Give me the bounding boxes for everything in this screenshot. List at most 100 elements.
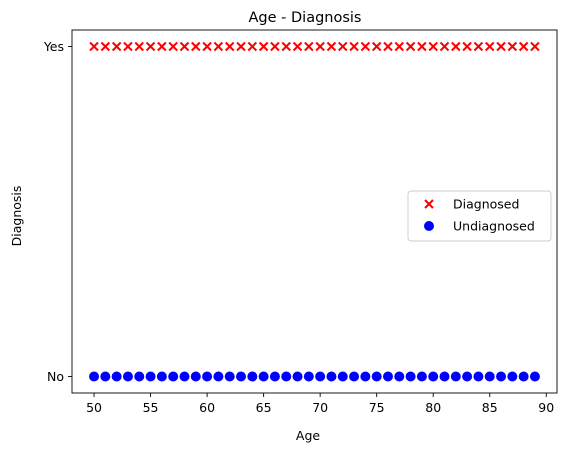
point-diagnosed-19 xyxy=(304,41,314,52)
point-diagnosed-9 xyxy=(191,41,201,52)
point-undiagnosed-22 xyxy=(337,371,348,382)
point-undiagnosed-9 xyxy=(190,371,201,382)
point-diagnosed-21 xyxy=(326,41,337,52)
point-undiagnosed-31 xyxy=(439,371,450,382)
point-undiagnosed-19 xyxy=(303,371,314,382)
point-undiagnosed-3 xyxy=(122,371,133,382)
point-diagnosed-18 xyxy=(292,41,303,52)
point-diagnosed-7 xyxy=(168,41,178,52)
point-diagnosed-32 xyxy=(451,41,461,52)
x-tick-label-55: 55 xyxy=(143,400,159,415)
point-undiagnosed-29 xyxy=(416,371,427,382)
point-diagnosed-15 xyxy=(258,41,269,52)
point-diagnosed-12 xyxy=(225,41,235,52)
point-diagnosed-27 xyxy=(394,41,404,52)
x-tick-label-90: 90 xyxy=(538,400,554,415)
legend-label-undiagnosed: Undiagnosed xyxy=(453,219,535,234)
legend-box xyxy=(407,190,552,242)
chart-title: Age - Diagnosis xyxy=(249,10,362,26)
point-diagnosed-11 xyxy=(213,41,224,52)
point-undiagnosed-5 xyxy=(145,371,156,382)
point-diagnosed-20 xyxy=(315,41,325,52)
x-tick-label-80: 80 xyxy=(425,400,441,415)
point-diagnosed-17 xyxy=(281,41,291,52)
point-undiagnosed-38 xyxy=(518,371,529,382)
point-diagnosed-31 xyxy=(439,41,450,52)
point-undiagnosed-11 xyxy=(213,371,224,382)
point-diagnosed-29 xyxy=(417,41,427,52)
y-tick-label-yes: Yes xyxy=(43,39,64,54)
plot-frame xyxy=(71,29,558,394)
point-diagnosed-5 xyxy=(145,41,156,52)
point-diagnosed-0 xyxy=(89,41,99,52)
point-diagnosed-1 xyxy=(100,41,111,52)
point-undiagnosed-12 xyxy=(224,371,235,382)
point-diagnosed-16 xyxy=(270,41,280,52)
point-diagnosed-37 xyxy=(507,41,518,52)
point-undiagnosed-6 xyxy=(156,371,167,382)
x-axis: 50 55 60 65 70 75 80 85 90 xyxy=(86,393,554,415)
point-undiagnosed-7 xyxy=(168,371,179,382)
point-undiagnosed-34 xyxy=(473,371,484,382)
x-axis-label: Age xyxy=(296,428,320,443)
point-diagnosed-33 xyxy=(462,41,472,52)
point-undiagnosed-32 xyxy=(450,371,461,382)
point-undiagnosed-13 xyxy=(236,371,247,382)
point-undiagnosed-0 xyxy=(89,371,100,382)
point-diagnosed-23 xyxy=(349,41,359,52)
point-undiagnosed-36 xyxy=(496,371,507,382)
point-undiagnosed-21 xyxy=(326,371,337,382)
point-diagnosed-34 xyxy=(473,41,484,52)
point-diagnosed-4 xyxy=(134,41,144,52)
point-undiagnosed-1 xyxy=(100,371,111,382)
point-diagnosed-6 xyxy=(157,41,167,52)
series-diagnosed xyxy=(89,41,540,52)
x-tick-label-60: 60 xyxy=(199,400,215,415)
point-diagnosed-25 xyxy=(371,41,382,52)
plot-area xyxy=(89,41,540,382)
point-undiagnosed-24 xyxy=(360,371,371,382)
point-undiagnosed-39 xyxy=(529,371,540,382)
point-diagnosed-36 xyxy=(496,41,506,52)
x-tick-label-75: 75 xyxy=(369,400,385,415)
x-tick-label-70: 70 xyxy=(312,400,328,415)
point-undiagnosed-4 xyxy=(134,371,145,382)
point-diagnosed-26 xyxy=(383,41,393,52)
point-undiagnosed-25 xyxy=(371,371,382,382)
point-undiagnosed-8 xyxy=(179,371,190,382)
point-undiagnosed-27 xyxy=(394,371,405,382)
point-undiagnosed-30 xyxy=(428,371,439,382)
point-undiagnosed-28 xyxy=(405,371,416,382)
point-undiagnosed-15 xyxy=(258,371,269,382)
legend-marker-diagnosed xyxy=(424,199,434,209)
point-diagnosed-8 xyxy=(179,41,190,52)
point-diagnosed-22 xyxy=(338,41,348,52)
point-undiagnosed-26 xyxy=(382,371,393,382)
point-diagnosed-3 xyxy=(123,41,133,52)
point-undiagnosed-37 xyxy=(507,371,518,382)
point-undiagnosed-33 xyxy=(462,371,473,382)
point-undiagnosed-16 xyxy=(269,371,280,382)
point-undiagnosed-10 xyxy=(202,371,213,382)
legend: Diagnosed Undiagnosed xyxy=(407,190,552,242)
x-tick-label-85: 85 xyxy=(482,400,498,415)
y-tick-label-no: No xyxy=(47,369,64,384)
point-diagnosed-24 xyxy=(360,41,371,52)
y-axis: No Yes xyxy=(43,39,72,384)
point-diagnosed-10 xyxy=(202,41,212,52)
point-undiagnosed-35 xyxy=(484,371,495,382)
series-undiagnosed xyxy=(89,371,540,382)
y-axis-label: Diagnosis xyxy=(9,186,24,247)
point-diagnosed-35 xyxy=(485,41,495,52)
legend-marker-undiagnosed xyxy=(424,221,434,231)
point-undiagnosed-23 xyxy=(349,371,360,382)
point-diagnosed-2 xyxy=(111,41,122,52)
point-undiagnosed-18 xyxy=(292,371,303,382)
point-diagnosed-14 xyxy=(247,41,258,52)
point-undiagnosed-14 xyxy=(247,371,258,382)
x-tick-label-65: 65 xyxy=(256,400,272,415)
point-diagnosed-30 xyxy=(428,41,438,52)
legend-label-diagnosed: Diagnosed xyxy=(453,197,519,212)
point-diagnosed-39 xyxy=(530,41,540,52)
